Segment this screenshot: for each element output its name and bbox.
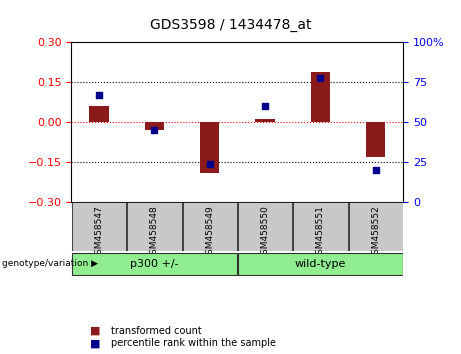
Point [95, 92, 103, 98]
Text: transformed count: transformed count [111, 326, 201, 336]
Bar [200, 122, 219, 172]
Bar [293, 202, 348, 251]
Text: GDS3598 / 1434478_at: GDS3598 / 1434478_at [150, 18, 311, 32]
Bar [183, 202, 237, 251]
Point [317, 75, 324, 80]
Bar [145, 122, 164, 130]
Text: genotype/variation ▶: genotype/variation ▶ [2, 259, 98, 268]
Text: GSM458547: GSM458547 [95, 205, 104, 260]
Text: ■: ■ [90, 338, 100, 348]
Text: p300 +/-: p300 +/- [130, 259, 179, 269]
Text: GSM458548: GSM458548 [150, 205, 159, 260]
Text: GSM458549: GSM458549 [205, 205, 214, 260]
Text: percentile rank within the sample: percentile rank within the sample [111, 338, 276, 348]
Point [151, 127, 158, 133]
Point [206, 161, 213, 166]
Bar [311, 72, 330, 122]
Bar [72, 253, 237, 275]
Bar [366, 122, 385, 156]
Bar [89, 106, 109, 122]
Text: GSM458551: GSM458551 [316, 205, 325, 260]
Bar [127, 202, 182, 251]
Point [372, 167, 379, 173]
Bar [238, 202, 292, 251]
Text: wild-type: wild-type [295, 259, 346, 269]
Text: GSM458550: GSM458550 [260, 205, 270, 260]
Bar [72, 202, 126, 251]
Bar [255, 120, 275, 122]
Bar [238, 253, 403, 275]
Text: GSM458552: GSM458552 [371, 205, 380, 260]
Bar [349, 202, 403, 251]
Text: ■: ■ [90, 326, 100, 336]
Point [261, 103, 269, 109]
